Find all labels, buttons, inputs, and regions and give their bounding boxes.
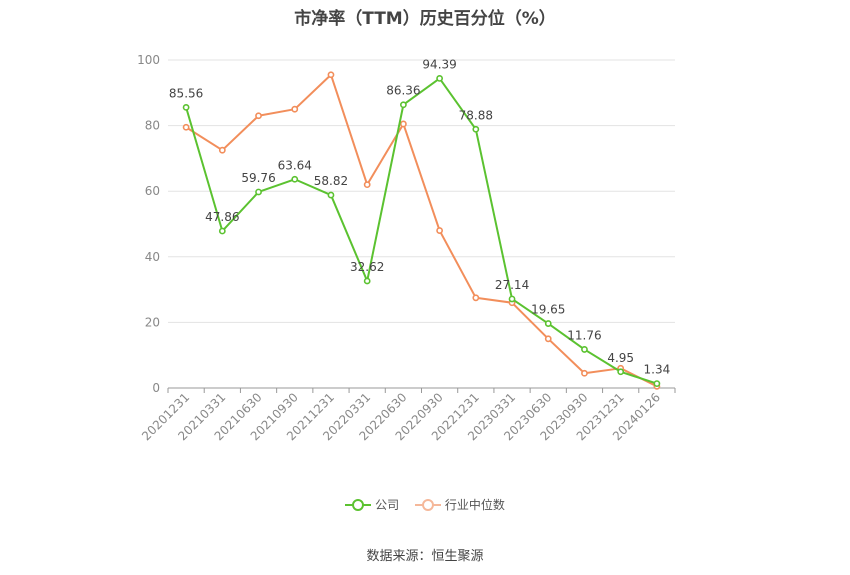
point-industry-median: [291, 105, 299, 113]
point-company: [617, 368, 625, 376]
legend-item-industry-median[interactable]: 行业中位数: [414, 496, 505, 513]
legend-label: 公司: [375, 498, 400, 512]
point-company: [544, 320, 552, 327]
data-label: 94.39: [422, 57, 456, 71]
grid-lines: [168, 59, 675, 323]
point-company: [255, 188, 262, 196]
y-tick-label: 0: [152, 381, 160, 395]
data-label: 32.62: [350, 260, 384, 274]
data-label: 4.95: [607, 351, 634, 365]
data-label: 1.34: [644, 363, 671, 377]
data-label: 58.82: [314, 174, 348, 188]
point-company: [581, 346, 588, 353]
data-source: 数据来源：恒生聚源: [366, 549, 484, 564]
data-label: 86.36: [386, 84, 420, 98]
point-company: [218, 227, 226, 235]
point-company: [399, 101, 407, 109]
data-label: 27.14: [495, 278, 529, 292]
x-axis: 2020123120210331202106302021093020211231…: [139, 387, 676, 443]
point-company: [327, 191, 335, 199]
point-company: [508, 295, 516, 303]
y-tick-label: 20: [145, 315, 160, 329]
point-industry-median: [472, 294, 480, 302]
data-label: 47.86: [205, 210, 239, 224]
y-tick-label: 80: [145, 119, 160, 133]
y-tick-label: 100: [137, 53, 160, 67]
point-industry-median: [544, 335, 552, 343]
legend: 公司 行业中位数: [0, 496, 850, 515]
point-company: [653, 380, 661, 388]
point-company: [182, 103, 190, 111]
point-industry-median: [581, 369, 588, 377]
y-tick-label: 40: [145, 250, 160, 264]
point-industry-median: [363, 181, 371, 189]
point-industry-median: [255, 112, 262, 120]
point-company: [291, 175, 299, 183]
data-label: 85.56: [169, 86, 203, 100]
legend-item-company[interactable]: 公司: [345, 496, 399, 513]
chart-title: 市净率（TTM）历史百分位（%）: [294, 9, 556, 29]
data-label: 78.88: [459, 108, 493, 122]
series-line-industry-median: [185, 73, 658, 388]
data-label: 59.76: [241, 171, 275, 185]
legend-label: 行业中位数: [444, 498, 505, 512]
chart-plot: 0 20 40 60 80 100 202012312021033120210630202…: [137, 53, 676, 443]
point-company: [472, 125, 480, 133]
point-industry-median: [182, 123, 190, 131]
point-industry-median: [327, 71, 335, 79]
series-lines: [182, 71, 661, 390]
data-label: 11.76: [567, 328, 601, 342]
point-industry-median: [436, 227, 444, 234]
point-industry-median: [399, 120, 407, 128]
data-label: 63.64: [278, 158, 312, 172]
data-label: 19.65: [531, 303, 565, 317]
series-line-company: [185, 77, 658, 385]
y-axis-ticks: 0 20 40 60 80 100: [137, 53, 160, 395]
point-company: [363, 277, 371, 285]
point-company: [436, 75, 444, 82]
point-industry-median: [218, 146, 226, 154]
y-tick-label: 60: [145, 184, 160, 198]
